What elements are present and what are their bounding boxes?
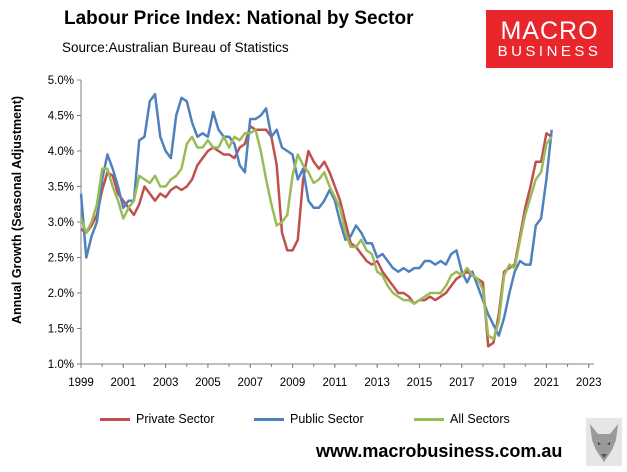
wolf-logo-icon [586, 418, 622, 466]
y-tick-label: 2.0% [48, 288, 74, 300]
legend-item-public: Public Sector [254, 412, 364, 430]
chart-title: Labour Price Index: National by Sector [64, 8, 414, 29]
x-tick-label: 2003 [153, 377, 179, 389]
logo-line-2: BUSINESS [497, 43, 602, 60]
x-tick-label: 2017 [449, 377, 475, 389]
chart-source: Source:Australian Bureau of Statistics [62, 40, 289, 55]
x-tick-label: 2023 [576, 377, 602, 389]
x-tick-label: 2005 [195, 377, 221, 389]
y-tick-label: 1.5% [48, 324, 74, 336]
legend-label-private: Private Sector [136, 412, 215, 426]
legend-swatch-private [100, 418, 130, 422]
x-tick-label: 2019 [491, 377, 517, 389]
legend-swatch-public [254, 418, 284, 422]
y-tick-label: 3.5% [48, 182, 74, 194]
x-tick-label: 2015 [407, 377, 433, 389]
x-tick-label: 2021 [534, 377, 560, 389]
x-tick-label: 2011 [322, 377, 347, 389]
y-tick-label: 4.0% [48, 146, 74, 158]
series-line-public [79, 92, 553, 337]
website-url: www.macrobusiness.com.au [316, 441, 563, 461]
y-tick-label: 3.0% [48, 217, 74, 229]
legend-item-private: Private Sector [100, 412, 215, 430]
x-tick-label: 2013 [364, 377, 390, 389]
legend-item-all: All Sectors [414, 412, 510, 430]
y-tick-label: 5.0% [48, 75, 74, 87]
legend-swatch-all [414, 418, 444, 422]
logo-line-1: MACRO [500, 17, 599, 45]
legend-label-public: Public Sector [290, 412, 364, 426]
x-tick-label: 2001 [111, 377, 137, 389]
x-tick-label: 2007 [237, 377, 263, 389]
y-tick-label: 2.5% [48, 253, 74, 265]
series-line-private [80, 124, 553, 348]
macrobusiness-logo: MACRO BUSINESS [486, 10, 613, 68]
legend-label-all: All Sectors [450, 412, 510, 426]
series-line-all [79, 128, 553, 341]
y-tick-label: 4.5% [48, 111, 74, 123]
x-tick-label: 2009 [280, 377, 306, 389]
y-tick-label: 1.0% [48, 359, 74, 371]
x-tick-label: 1999 [68, 377, 94, 389]
